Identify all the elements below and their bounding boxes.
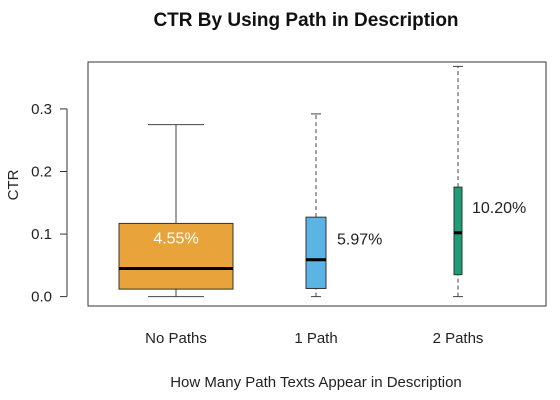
y-axis: 0.0 0.1 0.2 0.3 [31, 101, 68, 306]
y-tick-label: 0.1 [31, 226, 52, 243]
y-tick-label: 0.2 [31, 163, 52, 180]
y-axis-label: CTR [5, 169, 22, 200]
boxes-group: 4.55% 5.97% 10.20% [118, 65, 526, 298]
box-body [305, 216, 327, 289]
box-1-path: 5.97% [305, 113, 382, 298]
plot-frame [87, 61, 547, 307]
y-tick-label: 0.3 [31, 101, 52, 118]
box-body [453, 186, 463, 276]
box-2-paths: 10.20% [453, 65, 526, 298]
x-tick-label: 2 Paths [433, 330, 484, 347]
box-body [118, 222, 234, 290]
y-tick-label: 0.0 [31, 289, 52, 306]
x-tick-label: 1 Path [294, 330, 337, 347]
x-axis-label: How Many Path Texts Appear in Descriptio… [170, 374, 462, 391]
data-label: 10.20% [472, 200, 526, 217]
data-label: 5.97% [337, 232, 382, 249]
box-no-paths: 4.55% [118, 124, 234, 298]
chart-title: CTR By Using Path in Description [153, 10, 458, 31]
x-tick-label: No Paths [145, 330, 207, 347]
x-axis: No Paths 1 Path 2 Paths [145, 330, 483, 347]
data-label: 4.55% [153, 230, 198, 247]
